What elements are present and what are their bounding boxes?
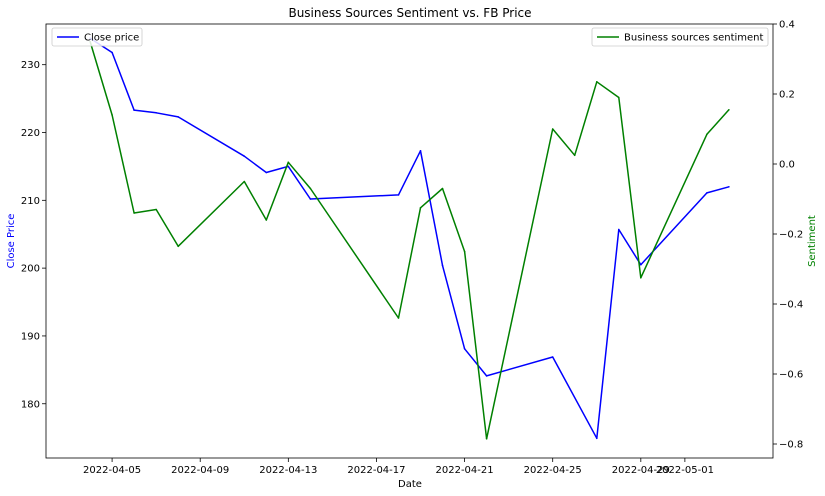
x-tick-label: 2022-04-13 [259,465,317,476]
data-point-close-price [111,51,113,54]
y-tick-label-right: −0.6 [779,370,803,381]
series-line-business-sentiment [89,41,730,440]
legend-label-close-price: Close price [84,33,139,44]
x-tick-label: 2022-05-01 [656,465,714,476]
data-point-close-price [463,348,466,350]
data-point-close-price [706,192,708,194]
y-tick-label-left: 210 [21,196,40,207]
data-point-close-price [419,150,422,152]
y-tick-label-right: −0.2 [779,230,803,241]
y-tick-label-right: 0.4 [779,20,795,31]
data-point-close-price [596,437,598,440]
data-point-business-sentiment [177,245,179,248]
data-point-business-sentiment [706,133,708,136]
data-point-business-sentiment [618,96,620,99]
data-point-business-sentiment [155,208,157,211]
y-tick-label-right: −0.4 [779,300,803,311]
y-axis-right: −0.8 −0.6 −0.4 −0.2 0.0 0.2 0.4 [773,20,803,451]
x-tick-label: 2022-04-09 [171,465,229,476]
data-point-business-sentiment [596,81,598,83]
y-tick-label-left: 220 [21,128,40,139]
data-point-close-price [309,198,312,200]
data-point-close-price [155,112,157,114]
data-point-business-sentiment [265,219,268,221]
x-axis-title: Date [398,479,422,490]
data-point-close-price [441,264,444,267]
x-tick-label: 2022-04-29 [612,465,670,476]
data-point-business-sentiment [287,161,290,164]
y-axis-title-right: Sentiment [807,215,818,267]
data-point-close-price [133,109,135,111]
legend-business-sentiment: Business sources sentiment [591,27,769,47]
data-point-close-price [177,116,179,118]
x-tick-label: 2022-04-05 [83,465,141,476]
legend-box [591,27,769,47]
plot-frame [45,23,774,459]
data-point-business-sentiment [419,207,422,209]
x-tick-label: 2022-04-25 [524,465,582,476]
y-tick-label-right: −0.8 [779,440,803,451]
data-point-business-sentiment [243,180,246,183]
series-layer [89,37,730,440]
data-point-business-sentiment [551,128,554,130]
data-point-close-price [397,194,400,196]
data-point-close-price [485,375,488,377]
data-point-business-sentiment [397,317,400,319]
data-point-close-price [243,155,246,157]
y-tick-label-right: 0.2 [779,90,795,101]
y-axis-title-left: Close Price [6,214,17,269]
data-point-close-price [551,356,554,358]
data-point-business-sentiment [111,114,113,116]
y-axis-left: 180 190 200 210 220 230 [21,60,46,410]
y-tick-label-right: 0.0 [779,160,795,171]
data-point-close-price [728,186,730,188]
legend-label-business-sentiment: Business sources sentiment [624,33,764,44]
series-line-close-price [89,37,730,440]
data-point-close-price [287,165,290,168]
y-tick-label-left: 180 [21,399,40,410]
y-tick-label-left: 200 [21,264,40,275]
legend-close-price: Close price [51,27,143,47]
data-point-business-sentiment [640,277,642,279]
data-point-business-sentiment [309,187,312,190]
data-point-business-sentiment [573,154,576,157]
x-tick-label: 2022-04-17 [347,465,405,476]
data-point-business-sentiment [463,250,466,253]
data-point-business-sentiment [485,438,488,440]
y-tick-label-left: 190 [21,331,40,342]
data-point-close-price [265,171,268,174]
x-tick-label: 2022-04-21 [436,465,494,476]
data-point-business-sentiment [728,109,730,111]
data-point-close-price [618,228,620,231]
data-point-close-price [640,263,642,266]
data-point-business-sentiment [133,212,135,214]
data-point-business-sentiment [441,187,444,190]
y-tick-label-left: 230 [21,60,40,71]
legend-box [51,27,143,47]
x-axis: 2022-04-05 2022-04-09 2022-04-13 2022-04-17… [83,458,714,476]
chart-title: Business Sources Sentiment vs. FB Price [288,6,531,20]
